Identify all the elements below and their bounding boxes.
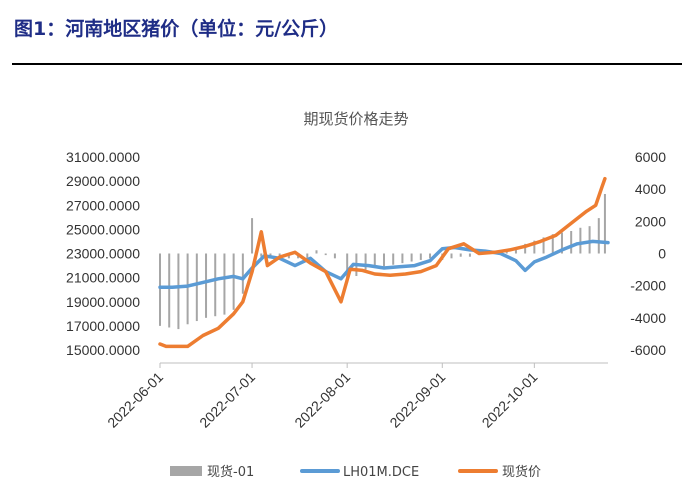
- legend-label: 现货价: [502, 464, 541, 480]
- spread-bar: [195, 253, 198, 322]
- spread-bar: [597, 218, 600, 254]
- spread-bar: [306, 253, 309, 259]
- title-divider: [12, 63, 682, 65]
- x-axis: 2022-06-01 2022-07-01 2022-08-01 2022-09-01…: [104, 362, 608, 431]
- spread-bar: [214, 253, 217, 317]
- spread-bar: [410, 253, 413, 262]
- spread-bar: [232, 253, 235, 310]
- spread-bar: [383, 253, 385, 267]
- chart-title: 期现货价格走势: [303, 110, 408, 128]
- right-tick-label: 2000: [635, 213, 666, 229]
- spread-bar: [168, 253, 171, 328]
- spread-bar: [514, 247, 517, 254]
- left-tick-label: 31000.0000: [66, 149, 140, 165]
- spread-bar: [223, 253, 226, 315]
- right-tick-label: -4000: [630, 310, 666, 326]
- spread-bar: [579, 227, 582, 254]
- spread-bar: [260, 253, 263, 257]
- legend: 现货-01 LH01M.DCE 现货价: [170, 464, 541, 480]
- spread-bar: [364, 253, 367, 270]
- left-tick-label: 23000.0000: [66, 246, 140, 262]
- series-line: [158, 176, 607, 349]
- right-tick-label: -2000: [630, 278, 666, 294]
- series-lines: [158, 176, 610, 349]
- left-tick-label: 29000.0000: [66, 173, 140, 189]
- spread-bar: [429, 253, 432, 259]
- spread-bar: [588, 226, 591, 254]
- spread-bar: [551, 234, 554, 254]
- spread-bar: [450, 253, 453, 259]
- spread-bar: [315, 250, 318, 254]
- left-tick-label: 25000.0000: [66, 221, 140, 237]
- spread-bar: [177, 253, 180, 330]
- spread-bar: [533, 240, 536, 254]
- spread-bar: [159, 253, 161, 326]
- spread-bar: [333, 253, 336, 259]
- left-tick-label: 17000.0000: [66, 318, 140, 334]
- legend-swatch: [170, 466, 202, 476]
- left-tick-label: 21000.0000: [66, 270, 140, 286]
- figure-title: 图1：河南地区猪价（单位：元/公斤）: [14, 18, 339, 40]
- spread-bar: [419, 253, 422, 260]
- x-tick-label: 2022-08-01: [291, 369, 353, 431]
- series-line: [158, 239, 610, 290]
- spread-bar: [603, 193, 606, 254]
- right-axis-ticks: 6000 4000 2000 0 -2000 -4000 -6000: [630, 149, 666, 358]
- x-tick-label: 2022-10-01: [479, 369, 541, 431]
- spread-bar: [324, 253, 327, 256]
- spread-bar: [542, 237, 545, 254]
- spread-bar: [241, 253, 244, 294]
- x-tick-label: 2022-09-01: [386, 369, 448, 431]
- right-tick-label: 0: [658, 246, 666, 262]
- left-tick-label: 19000.0000: [66, 294, 140, 310]
- right-tick-label: 6000: [635, 149, 666, 165]
- spread-bar: [186, 253, 189, 325]
- spread-bar: [524, 243, 527, 254]
- spread-bar: [560, 232, 563, 254]
- spread-bars: [159, 193, 606, 330]
- spread-bar: [459, 253, 462, 257]
- spread-bar: [468, 253, 471, 257]
- left-axis-ticks: 31000.0000 29000.0000 27000.0000 25000.0000…: [66, 149, 140, 358]
- spread-bar: [346, 253, 349, 283]
- legend-label: 现货-01: [207, 464, 254, 480]
- spread-bar: [373, 253, 376, 268]
- x-tick-label: 2022-06-01: [104, 369, 166, 431]
- spread-bar: [401, 253, 404, 264]
- left-tick-label: 27000.0000: [66, 197, 140, 213]
- right-tick-label: 4000: [635, 181, 666, 197]
- right-tick-label: -6000: [630, 342, 666, 358]
- legend-label: LH01M.DCE: [343, 465, 419, 480]
- spread-bar: [570, 230, 573, 254]
- x-tick-label: 2022-07-01: [196, 369, 258, 431]
- spread-bar: [392, 253, 395, 265]
- spread-bar: [205, 253, 208, 318]
- left-tick-label: 15000.0000: [66, 342, 140, 358]
- spread-bar: [251, 218, 254, 254]
